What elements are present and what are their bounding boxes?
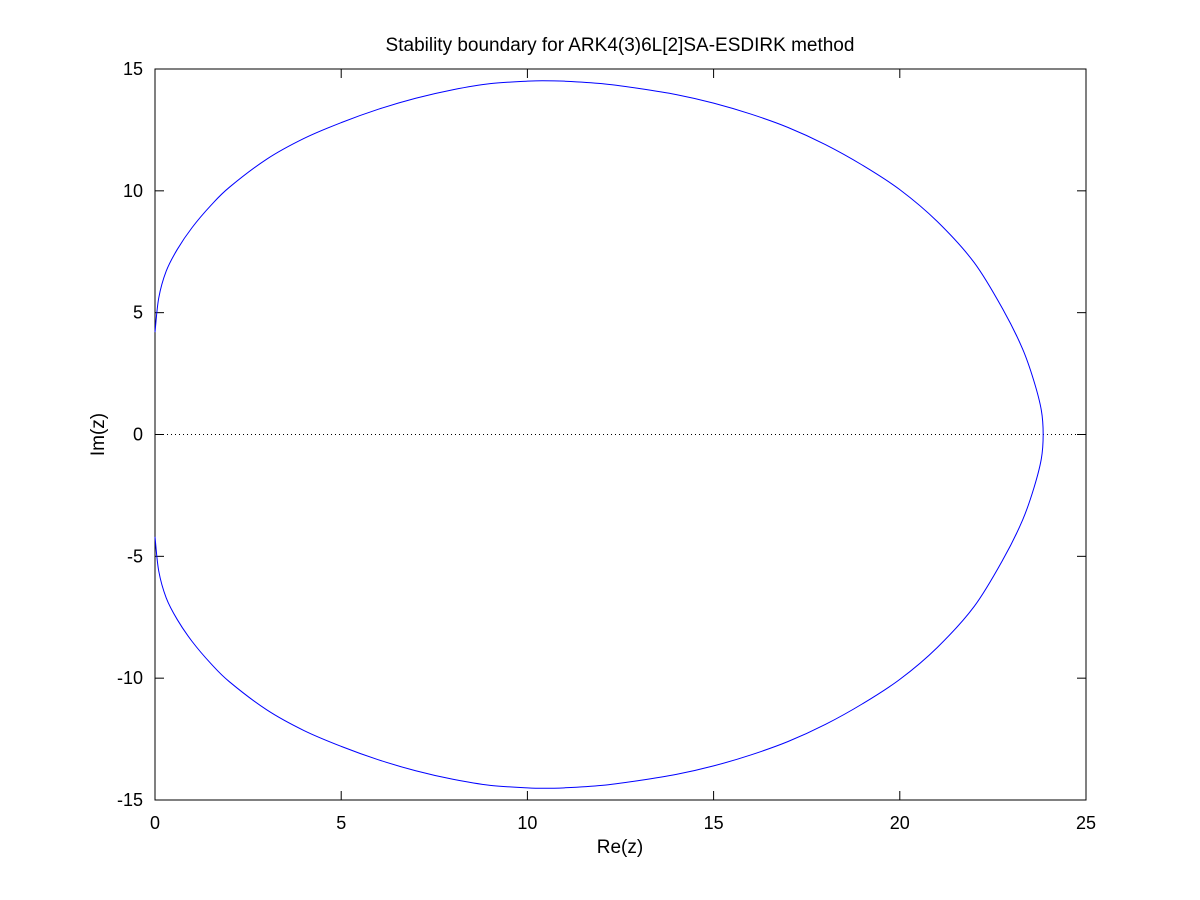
y-tick-label: 5 (133, 303, 143, 323)
stability-boundary-curve (154, 80, 1044, 789)
plot-area (154, 68, 1087, 801)
y-tick-label: -5 (127, 546, 143, 566)
y-axis-ticks: -15 -10 -5 0 5 10 15 (117, 59, 1086, 810)
y-tick-label: -10 (117, 668, 143, 688)
y-tick-label: 0 (133, 425, 143, 445)
y-tick-label: 10 (123, 181, 143, 201)
x-tick-label: 25 (1076, 813, 1096, 833)
y-tick-label: -15 (117, 790, 143, 810)
x-axis-ticks: 0 5 10 15 20 25 (150, 69, 1096, 833)
x-tick-label: 15 (704, 813, 724, 833)
y-axis-label: Im(z) (88, 413, 109, 456)
chart-title: Stability boundary for ARK4(3)6L[2]SA-ES… (386, 35, 855, 56)
x-tick-label: 5 (336, 813, 346, 833)
series-layer (154, 80, 1044, 789)
x-tick-label: 0 (150, 813, 160, 833)
y-tick-label: 15 (123, 59, 143, 79)
x-tick-label: 10 (517, 813, 537, 833)
x-tick-label: 20 (890, 813, 910, 833)
x-axis-label: Re(z) (597, 837, 643, 858)
